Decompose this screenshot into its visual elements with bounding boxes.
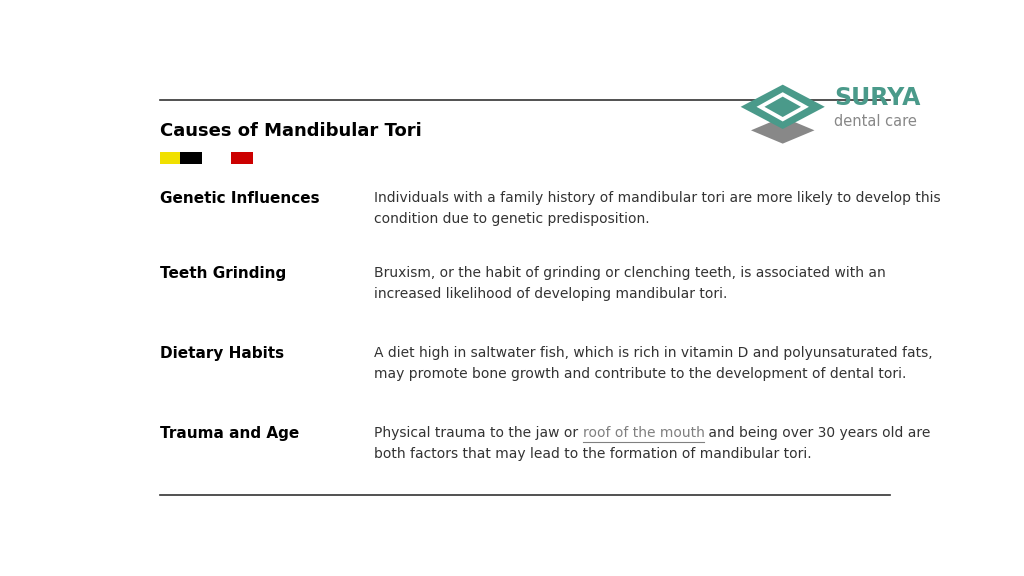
Polygon shape <box>765 97 801 117</box>
Text: Causes of Mandibular Tori: Causes of Mandibular Tori <box>160 122 422 141</box>
Text: Physical trauma to the jaw or: Physical trauma to the jaw or <box>374 426 583 440</box>
Polygon shape <box>757 92 809 122</box>
Text: A diet high in saltwater fish, which is rich in vitamin D and polyunsaturated fa: A diet high in saltwater fish, which is … <box>374 346 933 381</box>
Text: both factors that may lead to the formation of mandibular tori.: both factors that may lead to the format… <box>374 447 812 461</box>
Text: SURYA: SURYA <box>835 86 921 110</box>
Text: and being over 30 years old are: and being over 30 years old are <box>705 426 931 440</box>
Text: dental care: dental care <box>835 113 918 128</box>
Text: Individuals with a family history of mandibular tori are more likely to develop : Individuals with a family history of man… <box>374 191 941 226</box>
Bar <box>179 151 202 164</box>
Text: Dietary Habits: Dietary Habits <box>160 346 284 361</box>
Bar <box>160 151 182 164</box>
Text: Bruxism, or the habit of grinding or clenching teeth, is associated with an
incr: Bruxism, or the habit of grinding or cle… <box>374 267 886 301</box>
Bar <box>231 151 253 164</box>
Polygon shape <box>751 117 814 143</box>
Text: Genetic Influences: Genetic Influences <box>160 191 319 206</box>
Polygon shape <box>740 85 824 129</box>
Text: Teeth Grinding: Teeth Grinding <box>160 267 286 282</box>
Text: Trauma and Age: Trauma and Age <box>160 426 299 441</box>
Text: roof of the mouth: roof of the mouth <box>583 426 705 440</box>
